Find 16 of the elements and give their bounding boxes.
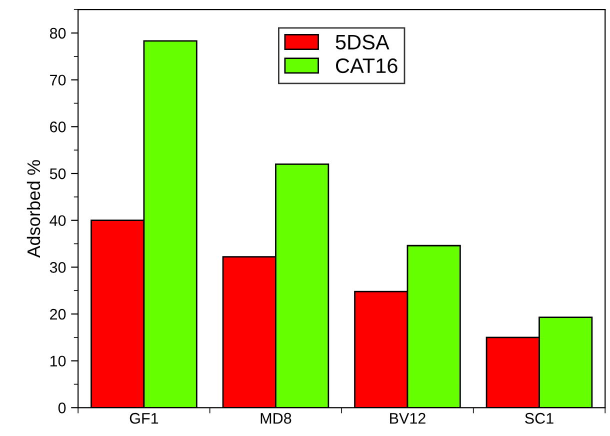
y-tick-label: 60 <box>50 122 66 132</box>
y-tick-label: 10 <box>50 356 66 367</box>
y-tick-label: 0 <box>58 402 66 414</box>
y-tick-label: 40 <box>50 215 66 226</box>
legend-label: 5DSA <box>336 34 390 50</box>
x-tick-label: BV12 <box>390 412 426 424</box>
y-tick-label: 70 <box>50 74 66 86</box>
y-tick-label: 30 <box>50 262 66 273</box>
x-tick-label: MD8 <box>260 412 292 424</box>
y-tick-label: 20 <box>50 308 66 320</box>
x-tick-label: GF1 <box>130 412 158 424</box>
y-tick-label: 80 <box>50 28 66 39</box>
y-tick-label: 50 <box>50 168 66 180</box>
y-axis-title: Adsorbed % <box>26 160 40 258</box>
legend-label: CAT16 <box>336 58 398 74</box>
x-tick-label: SC1 <box>525 412 554 424</box>
